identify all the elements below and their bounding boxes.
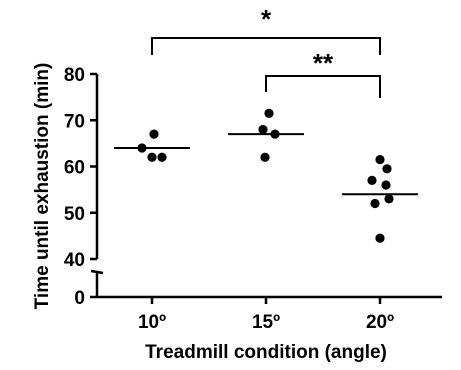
data-point (264, 108, 274, 118)
data-point (381, 180, 391, 190)
y-tick-label-80: 80 (64, 65, 85, 86)
data-point (157, 152, 167, 162)
data-point (375, 233, 385, 243)
y-tick-label-50: 50 (64, 204, 85, 225)
data-points (137, 108, 394, 243)
y-tick-label-70: 70 (64, 111, 85, 132)
mean-lines (114, 133, 418, 196)
x-axis-title: Treadmill condition (angle) (145, 342, 387, 363)
data-point (260, 152, 270, 162)
x-tick-label-2: 20º (366, 312, 394, 333)
x-tick-label-1: 15º (252, 312, 280, 333)
y-axis-break-mark (90, 269, 104, 275)
data-point (370, 198, 380, 209)
significance-brackets: *** (151, 4, 381, 98)
data-point (384, 194, 394, 204)
data-point (147, 152, 157, 162)
y-tick-label-60: 60 (64, 158, 85, 179)
y-axis-title: Time until exhaustion (min) (32, 63, 53, 310)
x-axis: 10º 15º 20º (97, 295, 442, 333)
data-point (367, 175, 377, 185)
significance-bracket-0 (151, 37, 381, 55)
data-point (149, 129, 159, 139)
y-axis: 40 50 60 70 80 0 (64, 65, 104, 309)
significance-bracket-1 (265, 75, 381, 98)
data-point (258, 124, 268, 135)
data-point (375, 154, 385, 165)
significance-label-0: * (261, 4, 272, 34)
data-point (382, 164, 392, 174)
significance-label-1: ** (313, 48, 334, 78)
y-tick-label-0: 0 (74, 288, 85, 309)
x-tick-label-0: 10º (138, 312, 166, 333)
y-tick-label-40: 40 (64, 250, 85, 271)
